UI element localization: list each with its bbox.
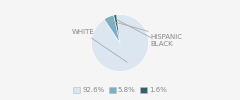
Wedge shape: [104, 15, 120, 43]
Wedge shape: [91, 14, 149, 72]
Text: WHITE: WHITE: [72, 29, 127, 62]
Text: HISPANIC: HISPANIC: [110, 21, 183, 40]
Text: BLACK: BLACK: [116, 19, 174, 47]
Wedge shape: [114, 15, 120, 43]
Legend: 92.6%, 5.8%, 1.6%: 92.6%, 5.8%, 1.6%: [71, 84, 169, 96]
